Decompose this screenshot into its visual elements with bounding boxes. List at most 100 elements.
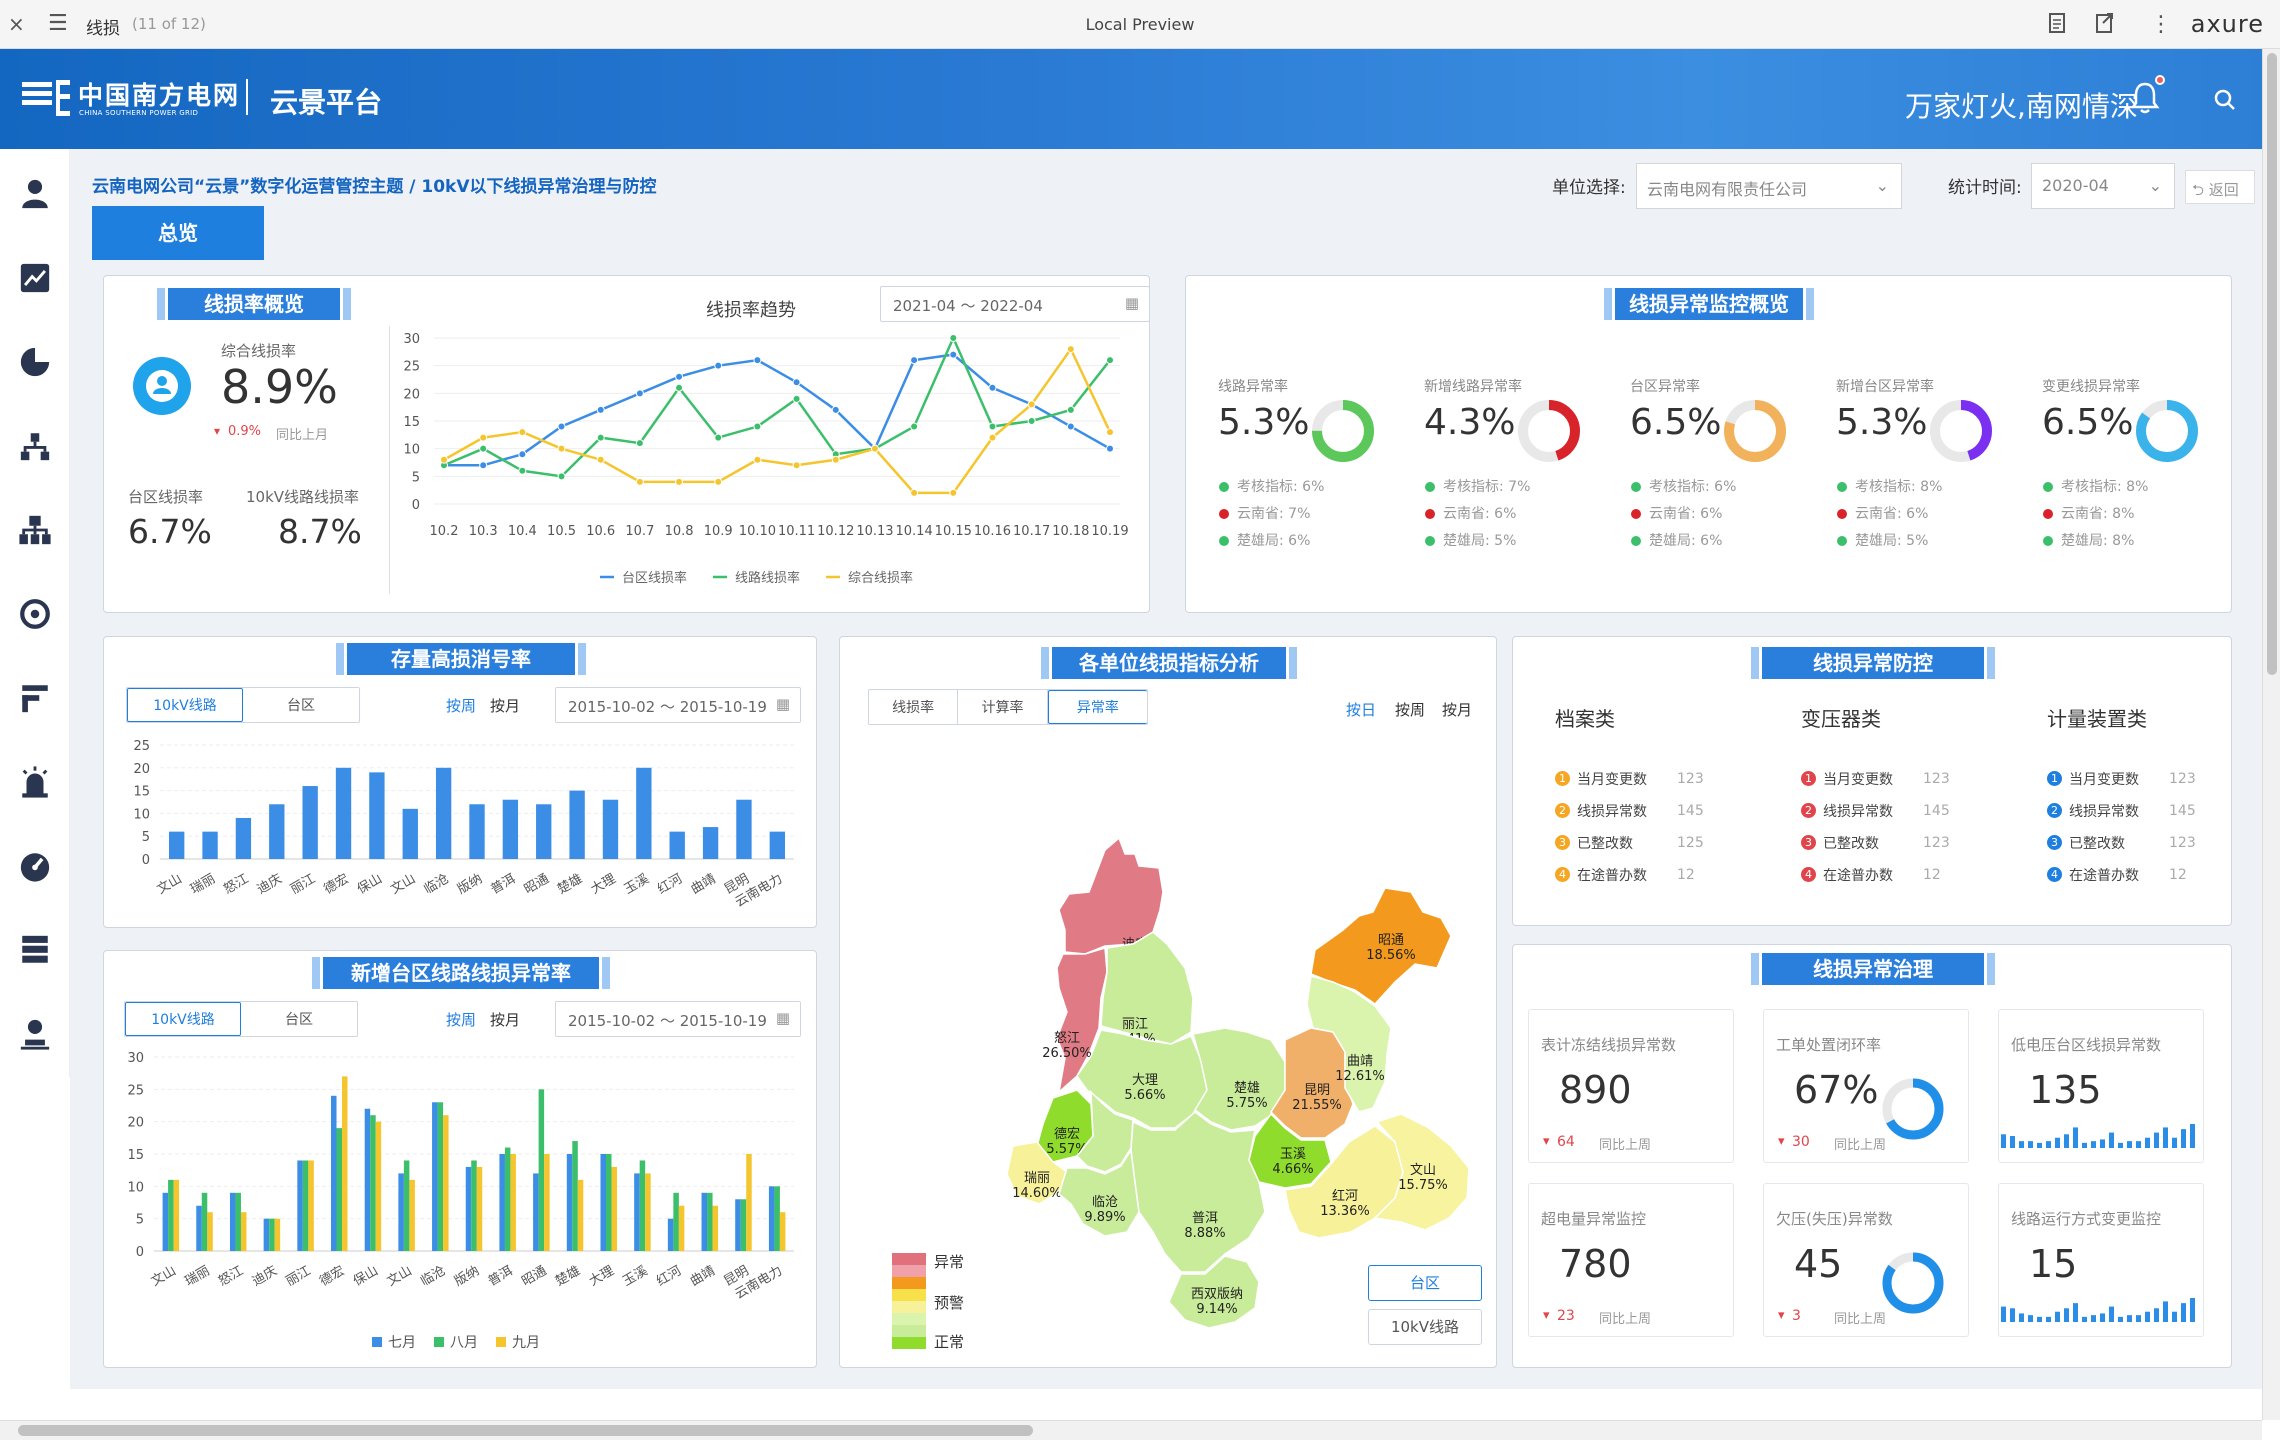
- 10kv-line-button[interactable]: 10kV线路: [1368, 1309, 1482, 1345]
- sparkbar: [2001, 1134, 2006, 1148]
- more-icon[interactable]: ⋮: [2150, 12, 2172, 37]
- by-day-link[interactable]: 按日: [1346, 701, 1377, 719]
- row-value: 12: [1923, 867, 1941, 883]
- metric-value: 15: [2029, 1242, 2078, 1286]
- tab-overview[interactable]: 总览: [92, 206, 264, 260]
- monitor-value: 5.3%: [1836, 402, 1928, 443]
- toggle-10kv-line[interactable]: 10kV线路: [127, 688, 244, 722]
- sparkbar: [2154, 1132, 2159, 1148]
- data-point: [831, 455, 840, 464]
- x-tick-label: 10.15: [935, 524, 972, 539]
- data-point: [518, 466, 527, 475]
- row-value: 123: [1923, 771, 1950, 787]
- bar: [736, 799, 752, 859]
- by-month-link[interactable]: 按月: [1442, 701, 1473, 719]
- close-icon[interactable]: ×: [8, 12, 25, 36]
- stat-key: 云南省:: [1649, 506, 1701, 522]
- tab-loss-rate[interactable]: 线损率: [869, 690, 959, 724]
- region-value: 9.14%: [1196, 1302, 1237, 1317]
- user-icon[interactable]: [18, 177, 52, 211]
- metric-card[interactable]: 欠压(失压)异常数 45 ▾ 3 同比上周: [1763, 1183, 1969, 1337]
- x-tick-label: 德宏: [321, 871, 351, 897]
- tab-abnormal-rate[interactable]: 异常率: [1047, 690, 1147, 724]
- vertical-scrollbar[interactable]: [2262, 49, 2280, 1420]
- x-tick-label: 文山: [385, 1263, 415, 1289]
- by-month-link[interactable]: 按月: [490, 697, 521, 715]
- header-divider: [246, 79, 248, 115]
- bar-list-icon[interactable]: [18, 681, 52, 715]
- loss-overview-panel: 线损率概览 综合线损率 8.9% ▾ 0.9% 同比上月 台区线损率 6.7% …: [103, 275, 1150, 613]
- new-area-date-range[interactable]: 2015-10-02 ～ 2015-10-19 ▦: [555, 1001, 801, 1037]
- by-month-link[interactable]: 按月: [490, 1011, 521, 1029]
- by-week-link[interactable]: 按周: [446, 1011, 477, 1029]
- by-week-link[interactable]: 按周: [446, 697, 477, 715]
- line-chart-icon[interactable]: [18, 261, 52, 295]
- calendar-icon: ▦: [775, 1009, 790, 1027]
- toggle-area[interactable]: 台区: [285, 1012, 313, 1028]
- bar: [476, 1166, 483, 1251]
- bell-icon[interactable]: [2130, 81, 2160, 115]
- toggle-10kv-line[interactable]: 10kV线路: [125, 1002, 242, 1036]
- metric-card[interactable]: 工单处置闭环率 67% ▾ 30 同比上周: [1763, 1009, 1969, 1163]
- stat-key: 楚雄局:: [1649, 533, 1701, 549]
- org-chart-icon[interactable]: [18, 513, 52, 547]
- monitor-stat-row: 楚雄局: 6%: [1219, 530, 1310, 550]
- hierarchy-icon[interactable]: [18, 429, 52, 463]
- data-point: [479, 444, 488, 453]
- map-region: 大理5.66%: [1076, 1029, 1208, 1129]
- bar: [308, 1160, 314, 1251]
- ring-fill: [1724, 400, 1786, 462]
- tab-calc-rate[interactable]: 计算率: [958, 690, 1048, 724]
- stat-value: 8%: [1920, 479, 1943, 495]
- metric-card[interactable]: 超电量异常监控 780 ▾ 23 同比上周: [1528, 1183, 1734, 1337]
- horizontal-scrollbar[interactable]: [0, 1420, 2262, 1440]
- metric-card[interactable]: 低电压台区线损异常数 135: [1998, 1009, 2204, 1163]
- x-tick-label: 文山: [155, 871, 185, 897]
- row-value: 145: [2169, 803, 2196, 819]
- toggle-area[interactable]: 台区: [287, 698, 315, 714]
- trend-date-range[interactable]: 2021-04 ～ 2022-04 ▦: [880, 286, 1149, 322]
- bar: [269, 804, 285, 859]
- person-pin-icon[interactable]: [18, 1017, 52, 1051]
- alarm-icon[interactable]: [18, 765, 52, 799]
- bar: [544, 1154, 550, 1251]
- stock-date-range[interactable]: 2015-10-02 ～ 2015-10-19 ▦: [555, 687, 801, 723]
- search-icon[interactable]: [2212, 87, 2238, 113]
- yunnan-map[interactable]: 迪庆28.29%怒江26.50%丽江7.41%昭通18.56%大理5.66%楚雄…: [840, 637, 1497, 1368]
- share-icon[interactable]: [2095, 12, 2115, 34]
- time-select[interactable]: 2020-04 ⌄: [2031, 163, 2175, 209]
- x-tick-label: 红河: [654, 1263, 685, 1290]
- y-tick-label: 10: [127, 1180, 144, 1195]
- bar: [536, 804, 552, 859]
- data-point: [910, 488, 919, 497]
- menu-icon[interactable]: ☰: [48, 11, 68, 36]
- by-week-link[interactable]: 按周: [1395, 701, 1426, 719]
- metric-label: 超电量异常监控: [1541, 1210, 1647, 1228]
- area-button[interactable]: 台区: [1368, 1265, 1482, 1301]
- abnormal-monitor-panel: 线损异常监控概览 线路异常率 5.3% 考核指标: 6% 云南省: 7% 楚雄局: 6%…: [1185, 275, 2232, 613]
- bar: [240, 1212, 247, 1251]
- status-dot: [1837, 536, 1847, 546]
- gauge-icon[interactable]: [18, 849, 52, 883]
- unit-select[interactable]: 云南电网有限责任公司 ⌄: [1636, 163, 1902, 209]
- pie-chart-icon[interactable]: [18, 345, 52, 379]
- metric-card[interactable]: 线路运行方式变更监控 15: [1998, 1183, 2204, 1337]
- scrollbar-thumb[interactable]: [2267, 53, 2277, 675]
- category-title: 计量装置类: [2047, 707, 2147, 731]
- monitor-stat-row: 考核指标: 8%: [1837, 476, 1942, 496]
- region-name: 临沧: [1092, 1194, 1118, 1210]
- server-icon[interactable]: [18, 933, 52, 967]
- target-icon[interactable]: [18, 597, 52, 631]
- notes-icon[interactable]: [2048, 12, 2066, 34]
- back-button[interactable]: ⮌ 返回: [2185, 170, 2255, 204]
- page-name: 线损: [86, 19, 120, 39]
- region-value: 5.57%: [1046, 1142, 1087, 1157]
- new-area-date-text: 2015-10-02 ～ 2015-10-19: [568, 1012, 767, 1030]
- region-name: 怒江: [1054, 1031, 1080, 1046]
- sparkbar: [2064, 1134, 2069, 1148]
- metric-card[interactable]: 表计冻结线损异常数 890 ▾ 64 同比上周: [1528, 1009, 1734, 1163]
- y-tick-label: 10: [403, 443, 420, 458]
- scrollbar-thumb[interactable]: [18, 1425, 1033, 1436]
